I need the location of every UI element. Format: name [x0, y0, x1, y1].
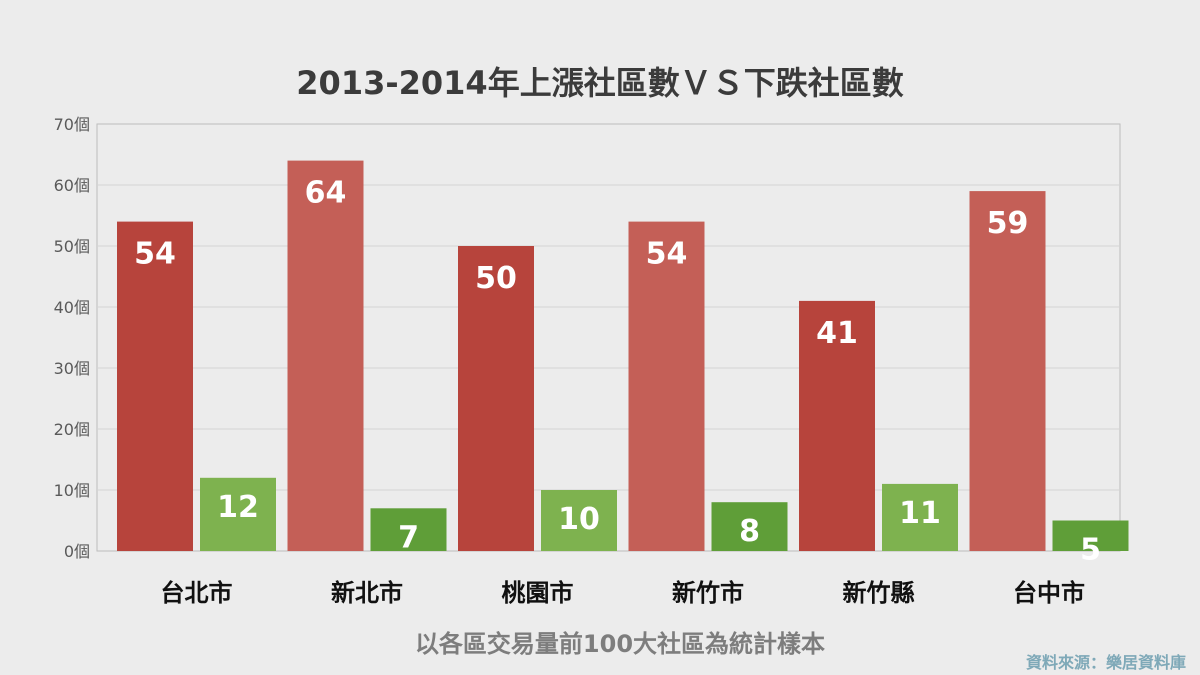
x-axis-ticks: 台北市 新北市 桃園市 新竹市 新竹縣 台中市	[161, 579, 1086, 607]
bar-up	[458, 246, 534, 551]
y-axis-ticks: 0個 10個 20個 30個 40個 50個 60個 70個	[54, 115, 90, 561]
data-label-up: 50	[475, 261, 517, 296]
data-labels: 54 12 64 7 50 10 54 8 41 11 59 5	[134, 176, 1101, 568]
bars	[117, 160, 1129, 551]
data-label-down: 7	[398, 520, 419, 555]
bar-up	[117, 221, 193, 551]
y-tick-label: 70個	[54, 115, 90, 134]
x-tick-label: 台北市	[161, 579, 233, 607]
x-tick-label: 新竹縣	[843, 579, 915, 607]
y-tick-label: 60個	[54, 176, 90, 195]
y-tick-label: 20個	[54, 420, 90, 439]
bar-down	[882, 483, 958, 551]
x-axis-label: 以各區交易量前100大社區為統計樣本	[414, 630, 826, 658]
bar-down	[370, 508, 447, 551]
bar-down	[711, 502, 788, 551]
data-label-down: 5	[1080, 533, 1101, 568]
source-note: 資料來源：樂居資料庫	[1025, 653, 1186, 672]
x-tick-label: 新北市	[331, 579, 403, 607]
bar-up	[969, 191, 1046, 551]
data-label-down: 10	[558, 502, 600, 537]
data-label-up: 54	[134, 237, 176, 272]
y-tick-label: 50個	[54, 237, 90, 256]
data-label-up: 54	[646, 237, 688, 272]
data-label-up: 41	[816, 316, 858, 351]
data-label-down: 11	[899, 496, 941, 531]
x-tick-label: 台中市	[1013, 579, 1085, 607]
x-tick-label: 新竹市	[672, 579, 744, 607]
y-tick-label: 30個	[54, 359, 90, 378]
bar-up	[628, 221, 705, 551]
bar-down	[541, 490, 617, 551]
data-label-down: 8	[739, 514, 760, 549]
y-tick-label: 40個	[54, 298, 90, 317]
chart-title: 2013-2014年上漲社區數ＶＳ下跌社區數	[296, 64, 904, 102]
bar-up	[287, 160, 364, 551]
data-label-up: 59	[987, 206, 1029, 241]
bar-down	[200, 477, 276, 551]
data-label-up: 64	[305, 176, 347, 211]
y-tick-label: 0個	[64, 542, 90, 561]
y-tick-label: 10個	[54, 481, 90, 500]
x-tick-label: 桃園市	[502, 579, 574, 607]
data-label-down: 12	[217, 490, 259, 525]
bar-up	[799, 300, 875, 551]
bar-down	[1052, 520, 1129, 551]
